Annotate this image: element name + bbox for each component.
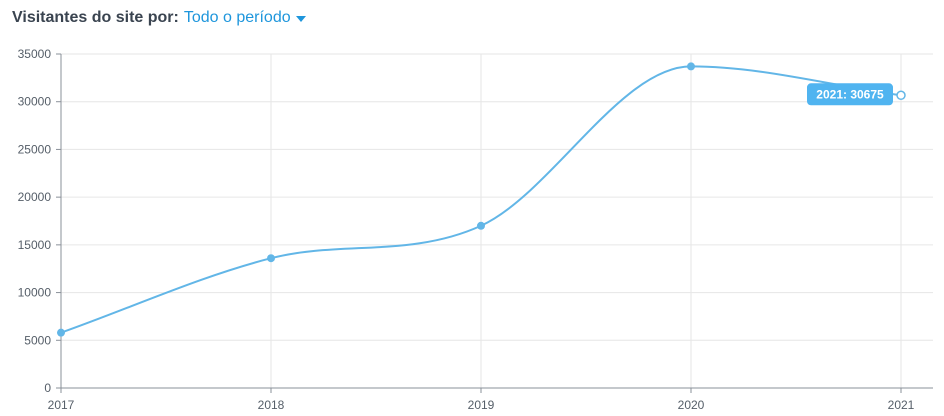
y-tick-label: 10000 xyxy=(18,286,52,300)
y-tick-label: 30000 xyxy=(18,95,52,109)
tooltip-box xyxy=(807,83,893,106)
data-point[interactable] xyxy=(687,62,695,71)
period-dropdown-label: Todo o período xyxy=(183,9,291,26)
y-tick-label: 0 xyxy=(44,381,51,395)
x-tick-label: 2020 xyxy=(678,398,705,412)
chart-header: Visitantes do site por: Todo o período xyxy=(12,8,306,28)
data-tooltip: 2021: 30675 xyxy=(807,83,893,106)
series-line xyxy=(60,65,902,334)
x-tick-label: 2021 xyxy=(888,398,915,412)
y-tick-label: 25000 xyxy=(18,142,52,156)
data-point[interactable] xyxy=(57,328,65,337)
data-point[interactable] xyxy=(896,90,906,101)
period-dropdown[interactable]: Todo o período xyxy=(184,8,306,28)
y-tick-label: 5000 xyxy=(24,333,51,347)
chart-heading: Visitantes do site por: xyxy=(12,9,179,26)
x-tick-label: 2019 xyxy=(468,398,495,412)
x-tick-label: 2018 xyxy=(258,398,285,412)
x-tick-label: 2017 xyxy=(48,398,75,412)
y-tick-label: 20000 xyxy=(18,190,52,204)
tooltip-label: 2021: 30675 xyxy=(816,87,884,101)
y-tick-label: 15000 xyxy=(18,238,52,252)
data-point[interactable] xyxy=(477,221,485,230)
y-tick-label: 35000 xyxy=(18,47,52,61)
data-point[interactable] xyxy=(267,254,275,263)
caret-down-icon xyxy=(295,16,306,22)
